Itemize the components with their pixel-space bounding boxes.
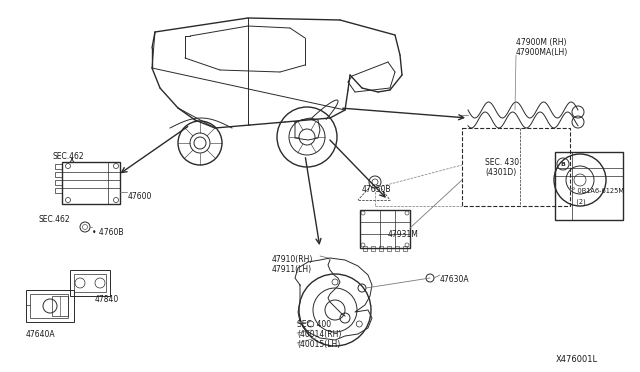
Text: 47910(RH): 47910(RH) [272,255,314,264]
Bar [387,246,391,251]
Bar [371,246,375,251]
Bar [403,246,407,251]
Bar [360,210,410,248]
Text: 47640A: 47640A [26,330,56,339]
Bar [26,290,74,322]
Bar [55,164,62,169]
Bar [55,188,62,193]
Text: (2): (2) [572,198,586,205]
Text: • 4760B: • 4760B [92,228,124,237]
Text: (40014(RH): (40014(RH) [297,330,341,339]
Bar [55,180,62,185]
Text: 47630A: 47630A [440,275,470,284]
Text: (40015(LH): (40015(LH) [297,340,340,349]
Bar [74,274,106,292]
Bar [30,294,68,318]
Text: 47900M (RH): 47900M (RH) [516,38,566,47]
Bar [555,152,623,220]
Bar [62,162,120,204]
Text: 47840: 47840 [95,295,119,304]
Text: (4301D): (4301D) [485,168,516,177]
Bar [70,270,110,296]
Text: SEC.462: SEC.462 [38,215,70,224]
Bar [52,296,68,316]
Text: 47900MA(LH): 47900MA(LH) [516,48,568,57]
Bar [395,246,399,251]
Text: ° 0B1A6-6125M: ° 0B1A6-6125M [572,188,624,194]
Text: SEC. 400: SEC. 400 [297,320,331,329]
Bar [55,172,62,177]
Text: 47911(LH): 47911(LH) [272,265,312,274]
Bar [462,128,570,206]
Text: B: B [561,161,565,167]
Text: 47650B: 47650B [362,185,392,194]
Text: SEC. 430: SEC. 430 [485,158,519,167]
Text: X476001L: X476001L [556,355,598,364]
Text: 47600: 47600 [128,192,152,201]
Text: SEC.462: SEC.462 [52,152,84,161]
Bar [379,246,383,251]
Text: 47931M: 47931M [388,230,419,239]
Bar [363,246,367,251]
